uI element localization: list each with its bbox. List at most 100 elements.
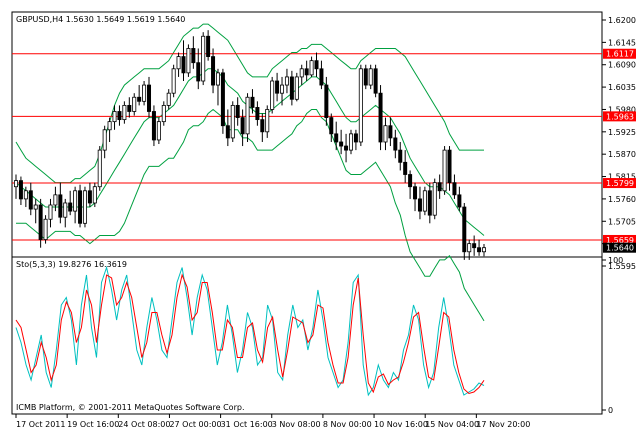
bar-body [220,72,225,127]
bar-body [63,202,68,218]
price-tick-label: 1.6145 [608,38,636,47]
bar-body [68,202,73,212]
bar-body [117,111,122,121]
bar-body [398,149,403,163]
bar-body [23,190,28,200]
bar-body [368,68,373,86]
bollinger-middle-line [15,68,485,236]
time-tick-label: 17 Nov 20:00 [476,420,530,429]
price-tick-label: 1.5925 [608,128,636,137]
oscillator-tick-label: 0 [608,406,613,415]
copyright-footer: ICMB Platform, © 2001-2011 MetaQuotes So… [16,403,245,412]
bar-body [206,35,211,57]
bar-body [437,182,442,192]
bar-body [309,60,314,76]
bar-body [348,133,353,151]
oscillator-y-axis: 100 0 [602,256,623,415]
bar-body [97,149,102,188]
price-tick-label: 1.5980 [608,105,636,114]
bar-body [147,84,152,112]
time-tick-label: 27 Oct 00:00 [169,420,221,429]
bar-body [28,190,33,210]
price-tick-label: 1.5870 [608,150,636,159]
price-level-tag [603,48,636,59]
price-panel-header: GBPUSD,H4 1.5630 1.5649 1.5619 1.5640 [16,15,185,24]
bar-body [413,186,418,200]
time-tick-label: 3 Nov 08:00 [272,420,321,429]
bar-body [284,76,289,86]
ohlc-bars [13,30,486,260]
bar-body [462,206,467,253]
bar-body [33,204,38,210]
bar-body [260,119,265,133]
bar-body [457,194,462,208]
price-level-tag [603,111,636,122]
bar-body [344,145,349,151]
bar-body [427,190,432,216]
price-tick-label: 1.5595 [608,262,636,271]
bar-body [299,68,304,78]
oscillator-panel [11,256,603,415]
price-tick-label: 1.5705 [608,217,636,226]
bar-body [417,198,422,212]
bar-body [156,121,161,141]
bar-body [82,190,87,224]
bar-body [122,104,127,121]
bar-body [393,137,398,151]
price-tick-label: 1.6035 [608,83,636,92]
oscillator-panel-header: Sto(5,3,3) 19.8276 16.3619 [16,260,127,269]
bar-body [447,149,452,184]
bar-body [166,92,171,106]
price-level-tag [603,178,636,189]
bar-body [191,48,196,64]
bar-body [304,68,309,76]
bar-body [467,243,472,253]
stochastic-signal-line [15,273,485,395]
bar-body [38,204,43,240]
bar-body [373,68,378,94]
bar-body [13,180,18,188]
bar-body [280,84,285,94]
bar-body [294,76,299,100]
price-level-label: 1.5799 [606,179,634,188]
bar-body [442,149,447,192]
bar-body [339,141,344,147]
bar-body [270,80,275,110]
bar-body [289,76,294,100]
bar-body [196,62,201,82]
bar-body [112,111,117,123]
bar-body [53,194,58,206]
bar-body [230,104,235,139]
bar-body [250,96,255,108]
bar-body [353,133,358,143]
bar-body [481,247,486,253]
oscillator-tick-label: 100 [608,256,623,265]
bar-body [275,80,280,94]
bar-body [472,243,477,249]
bar-body [363,68,368,86]
bar-body [477,247,482,253]
time-tick-label: 24 Oct 08:00 [118,420,170,429]
time-tick-label: 10 Nov 16:00 [374,420,428,429]
bar-body [452,182,457,196]
stochastic-lines [15,265,485,397]
price-panel [11,11,603,271]
price-tick-label: 1.6090 [608,61,636,70]
bar-body [171,68,176,94]
price-level-label: 1.5659 [606,236,634,245]
bar-body [225,125,230,139]
time-tick-label: 19 Oct 16:00 [67,420,119,429]
bar-body [329,117,334,135]
bar-body [215,72,220,86]
price-y-axis: 1.6200 1.6145 1.6090 1.6035 1.5980 1.5925 1.58… [602,16,636,271]
bar-body [235,104,240,118]
bar-body [127,104,132,112]
current-price-label: 1.5640 [606,244,634,253]
bar-body [87,190,92,204]
bar-body [324,84,329,118]
bar-body [245,96,250,135]
bar-body [78,190,83,224]
